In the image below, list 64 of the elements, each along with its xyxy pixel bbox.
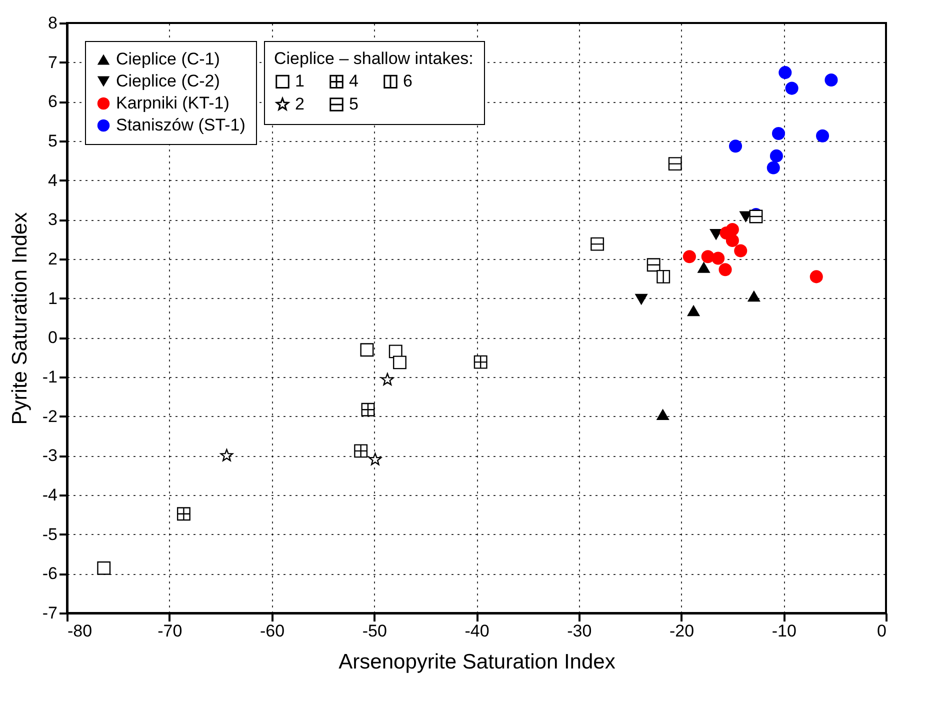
x-axis-title: Arsenopyrite Saturation Index <box>338 650 616 674</box>
legend-label: 1 <box>295 72 304 91</box>
legend-label: 5 <box>349 94 358 114</box>
y-tick-label: 5 <box>48 132 58 150</box>
y-tick-label: -4 <box>42 486 58 504</box>
point <box>766 161 780 174</box>
legend-label: Staniszów (ST-1) <box>116 116 246 134</box>
x-tick-label: -60 <box>260 622 285 640</box>
point <box>354 444 368 458</box>
point <box>785 82 798 95</box>
point <box>778 66 792 80</box>
legend-label: 4 <box>349 72 358 91</box>
point <box>726 234 739 248</box>
point <box>474 355 488 369</box>
x-tick-label: -10 <box>772 622 796 640</box>
legend-label: 6 <box>403 72 412 91</box>
y-tick-label: 4 <box>48 170 58 190</box>
x-tick-label: -40 <box>464 622 490 640</box>
x-tick-label: 0 <box>877 622 886 640</box>
point <box>718 263 732 276</box>
y-tick-label: -6 <box>42 564 58 584</box>
point <box>381 373 394 386</box>
point <box>176 507 190 521</box>
point <box>656 408 670 420</box>
legend-label: 2 <box>295 94 304 114</box>
point <box>361 402 375 416</box>
y-tick-label: -1 <box>42 368 58 386</box>
point <box>824 74 838 87</box>
point <box>747 290 760 302</box>
legend-title: Cieplice – shallow intakes: <box>274 49 474 68</box>
y-tick-label: -2 <box>42 406 58 426</box>
point <box>772 127 786 140</box>
point <box>220 448 234 462</box>
y-tick-label: 3 <box>48 210 58 230</box>
point <box>816 129 830 142</box>
y-tick-label: -7 <box>42 604 58 622</box>
y-tick-label: 8 <box>48 14 58 32</box>
point <box>734 244 748 258</box>
x-tick-label: -30 <box>567 622 592 640</box>
point <box>710 228 723 240</box>
x-tick-label: -70 <box>158 622 182 640</box>
x-tick-label: -20 <box>669 622 694 640</box>
point <box>682 250 696 264</box>
legend-label: Cieplice (C-1) <box>116 50 220 68</box>
y-tick-label: 6 <box>48 92 58 112</box>
y-tick-label: 7 <box>48 52 58 72</box>
x-tick-label: -50 <box>362 622 387 640</box>
point <box>810 270 823 284</box>
point <box>368 452 382 466</box>
legend-label: Cieplice (C-2) <box>116 72 220 90</box>
y-tick-label: -3 <box>42 446 58 466</box>
legend-label: Karpniki (KT-1) <box>116 94 230 112</box>
y-tick-label: 2 <box>48 250 58 268</box>
y-tick-label: -5 <box>42 524 58 544</box>
point <box>712 252 725 265</box>
x-tick-label: -80 <box>68 622 92 640</box>
point <box>697 262 710 273</box>
y-tick-label: 0 <box>48 328 58 348</box>
point <box>728 140 742 153</box>
point <box>634 294 648 306</box>
point <box>687 304 700 316</box>
point <box>770 149 783 162</box>
y-tick-label: 1 <box>48 288 58 308</box>
y-axis-title: Pyrite Saturation Index <box>8 212 32 425</box>
